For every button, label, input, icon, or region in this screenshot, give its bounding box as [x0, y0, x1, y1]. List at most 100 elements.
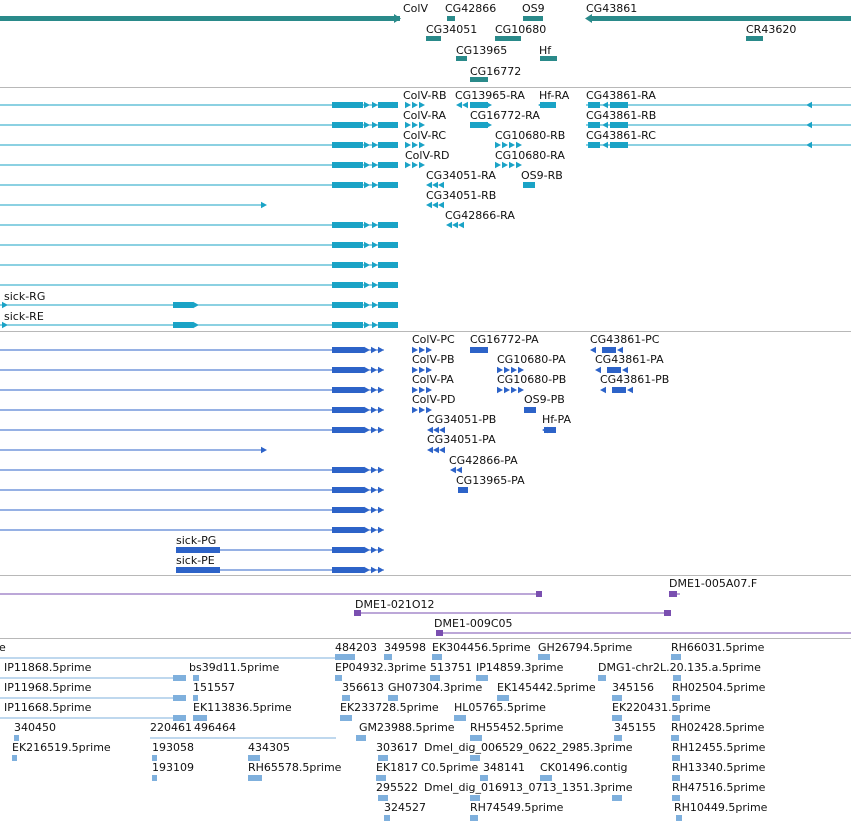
est-label[interactable]: 324527	[384, 801, 426, 814]
transcript-label[interactable]: ColV-RC	[403, 129, 446, 142]
clone-label[interactable]: DME1-021O12	[355, 598, 435, 611]
exon-block[interactable]	[332, 302, 363, 308]
est-glyph[interactable]	[676, 815, 682, 821]
exon-block[interactable]	[544, 427, 556, 433]
exon-block[interactable]	[470, 102, 488, 108]
est-label[interactable]: 434305	[248, 741, 290, 754]
est-glyph[interactable]	[430, 675, 440, 681]
est-label[interactable]: GH26794.5prime	[538, 641, 633, 654]
transcript-label[interactable]: OS9-RB	[521, 169, 563, 182]
exon-block[interactable]	[378, 182, 398, 188]
exon-block[interactable]	[602, 347, 616, 353]
est-glyph[interactable]	[598, 675, 606, 681]
est-glyph[interactable]	[480, 775, 488, 781]
protein-label[interactable]: CG43861-PB	[600, 373, 669, 386]
est-label[interactable]: 348141	[483, 761, 525, 774]
est-glyph[interactable]	[540, 775, 552, 781]
exon-block[interactable]	[332, 527, 364, 533]
protein-label[interactable]: CG34051-PB	[427, 413, 496, 426]
est-glyph[interactable]	[470, 795, 480, 801]
est-label[interactable]: IP11868.5prime	[4, 661, 92, 674]
exon-block[interactable]	[612, 387, 626, 393]
protein-label[interactable]: CG43861-PA	[595, 353, 664, 366]
gene-label[interactable]: CG42866	[445, 2, 496, 15]
transcript-label[interactable]: CG34051-RB	[426, 189, 496, 202]
exon-block[interactable]	[332, 487, 364, 493]
exon-block[interactable]	[523, 182, 535, 188]
est-glyph[interactable]	[340, 715, 352, 721]
est-glyph[interactable]	[612, 695, 622, 701]
est-label[interactable]: 513751	[430, 661, 472, 674]
exon-block[interactable]	[588, 142, 600, 148]
protein-label[interactable]: CG10680-PB	[497, 373, 566, 386]
est-label[interactable]: 345155	[614, 721, 656, 734]
exon-block[interactable]	[332, 182, 363, 188]
protein-label[interactable]: ColV-PB	[412, 353, 455, 366]
est-glyph[interactable]	[672, 715, 680, 721]
transcript-label[interactable]: Hf-RA	[539, 89, 570, 102]
exon-block[interactable]	[332, 162, 363, 168]
est-label[interactable]: RH10449.5prime	[674, 801, 768, 814]
est-glyph[interactable]	[173, 715, 186, 721]
est-glyph[interactable]	[173, 675, 186, 681]
protein-label[interactable]: CG43861-PC	[590, 333, 660, 346]
est-label[interactable]: RH55452.5prime	[470, 721, 564, 734]
exon-block[interactable]	[332, 567, 364, 573]
exon-block[interactable]	[332, 407, 364, 413]
transcript-label[interactable]: CG43861-RA	[586, 89, 656, 102]
exon-block[interactable]	[332, 282, 363, 288]
transcript-label[interactable]: ColV-RB	[403, 89, 447, 102]
est-label[interactable]: EK1817	[376, 761, 418, 774]
transcript-label[interactable]: sick-RE	[4, 310, 44, 323]
gene-glyph-cr43620[interactable]	[746, 36, 763, 41]
est-label[interactable]: EK145442.5prime	[497, 681, 596, 694]
exon-block[interactable]	[332, 547, 364, 553]
protein-label[interactable]: ColV-PA	[412, 373, 454, 386]
est-glyph[interactable]	[342, 695, 350, 701]
est-glyph[interactable]	[193, 675, 199, 681]
transcript-label[interactable]: CG34051-RA	[426, 169, 496, 182]
exon-block[interactable]	[378, 102, 398, 108]
est-label[interactable]: 349598	[384, 641, 426, 654]
exon-block[interactable]	[610, 142, 628, 148]
est-glyph[interactable]	[14, 735, 19, 741]
exon-block[interactable]	[470, 122, 488, 128]
est-label[interactable]: CK01496.contig	[540, 761, 627, 774]
est-label[interactable]: Dmel_dig_006529_0622_2985.3prime	[424, 741, 633, 754]
exon-block[interactable]	[332, 222, 363, 228]
est-label[interactable]: HL05765.5prime	[454, 701, 546, 714]
exon-block[interactable]	[332, 242, 363, 248]
est-glyph[interactable]	[193, 715, 207, 721]
est-label[interactable]: RH74549.5prime	[470, 801, 564, 814]
est-label[interactable]: bs39d11.5prime	[189, 661, 279, 674]
exon-block[interactable]	[378, 142, 398, 148]
exon-block[interactable]	[173, 302, 193, 308]
protein-label[interactable]: sick-PE	[176, 554, 215, 567]
est-glyph[interactable]	[672, 775, 680, 781]
est-label[interactable]: DMG1-chr2L.20.135.a.5prime	[598, 661, 761, 674]
exon-block[interactable]	[176, 547, 220, 553]
gene-label[interactable]: CG16772	[470, 65, 521, 78]
est-label[interactable]: IP14859.3prime	[476, 661, 564, 674]
est-label[interactable]: RH02428.5prime	[671, 721, 765, 734]
est-label[interactable]: 340450	[14, 721, 56, 734]
exon-block[interactable]	[378, 122, 398, 128]
est-label[interactable]: 220461	[150, 721, 192, 734]
protein-label[interactable]: OS9-PB	[524, 393, 565, 406]
est-glyph[interactable]	[454, 715, 466, 721]
protein-label[interactable]: CG16772-PA	[470, 333, 539, 346]
protein-label[interactable]: CG13965-PA	[456, 474, 525, 487]
est-glyph[interactable]	[152, 755, 157, 761]
est-glyph[interactable]	[497, 695, 509, 701]
est-glyph[interactable]	[378, 755, 388, 761]
gene-glyph-colv[interactable]	[0, 16, 400, 21]
exon-block[interactable]	[610, 122, 628, 128]
est-label[interactable]: 151557	[193, 681, 235, 694]
exon-block[interactable]	[378, 322, 398, 328]
exon-block[interactable]	[607, 367, 621, 373]
exon-block[interactable]	[332, 347, 364, 353]
est-label[interactable]: RH65578.5prime	[248, 761, 342, 774]
est-label[interactable]: EK220431.5prime	[612, 701, 711, 714]
transcript-label[interactable]: CG16772-RA	[470, 109, 540, 122]
est-glyph[interactable]	[538, 654, 550, 660]
